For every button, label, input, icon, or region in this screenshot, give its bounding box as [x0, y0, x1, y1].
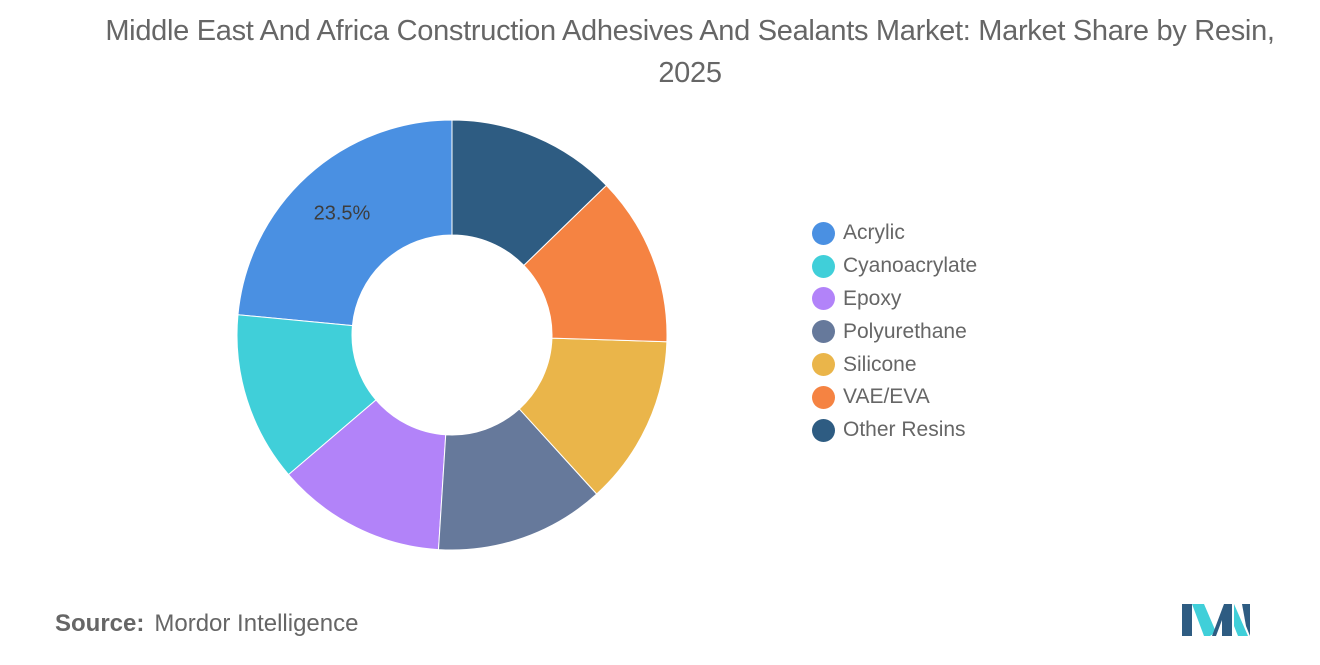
legend-item-epoxy: Epoxy — [812, 283, 977, 316]
slice-epoxy — [287, 399, 447, 551]
donut-data-labels: 23.5% — [314, 202, 371, 224]
slice-other-resins — [451, 119, 608, 267]
slice-vae-eva — [523, 184, 668, 343]
legend-item-vae-eva: VAE/EVA — [812, 381, 977, 414]
slice-cyanoacrylate — [236, 314, 377, 476]
donut-slices — [236, 119, 668, 551]
legend-label-epoxy: Epoxy — [843, 286, 902, 310]
legend-item-polyurethane: Polyurethane — [812, 315, 977, 348]
legend-label-other-resins: Other Resins — [843, 418, 966, 442]
legend-swatch-other-resins — [812, 418, 835, 442]
chart-title: Middle East And Africa Construction Adhe… — [105, 15, 1275, 89]
legend-label-polyurethane: Polyurethane — [843, 319, 967, 343]
source-text: Mordor Intelligence — [154, 610, 359, 637]
legend-label-cyanoacrylate: Cyanoacrylate — [843, 254, 978, 278]
legend-swatch-acrylic — [812, 221, 835, 245]
legend-swatch-polyurethane — [812, 320, 835, 344]
legend-swatch-cyanoacrylate — [812, 254, 835, 278]
source-note: Source: Mordor Intelligence — [55, 610, 358, 638]
mordor-intelligence-logo-icon — [1182, 604, 1250, 636]
legend-swatch-epoxy — [812, 287, 835, 311]
legend-item-acrylic: Acrylic — [812, 217, 977, 250]
legend-label-vae-eva: VAE/EVA — [843, 385, 930, 409]
legend-item-other-resins: Other Resins — [812, 414, 977, 447]
chart-legend: Acrylic Cyanoacrylate Epoxy Polyurethane Sil… — [812, 217, 977, 447]
legend-swatch-vae-eva — [812, 385, 835, 409]
legend-label-acrylic: Acrylic — [843, 221, 905, 245]
slice-acrylic — [237, 119, 453, 327]
slice-polyurethane — [437, 408, 598, 551]
slice-silicone — [518, 337, 668, 495]
source-label: Source: — [55, 610, 145, 637]
legend-label-silicone: Silicone — [843, 352, 917, 376]
data-label-acrylic: 23.5% — [314, 202, 371, 224]
legend-item-cyanoacrylate: Cyanoacrylate — [812, 250, 977, 283]
legend-item-silicone: Silicone — [812, 348, 977, 381]
legend-swatch-silicone — [812, 353, 835, 377]
